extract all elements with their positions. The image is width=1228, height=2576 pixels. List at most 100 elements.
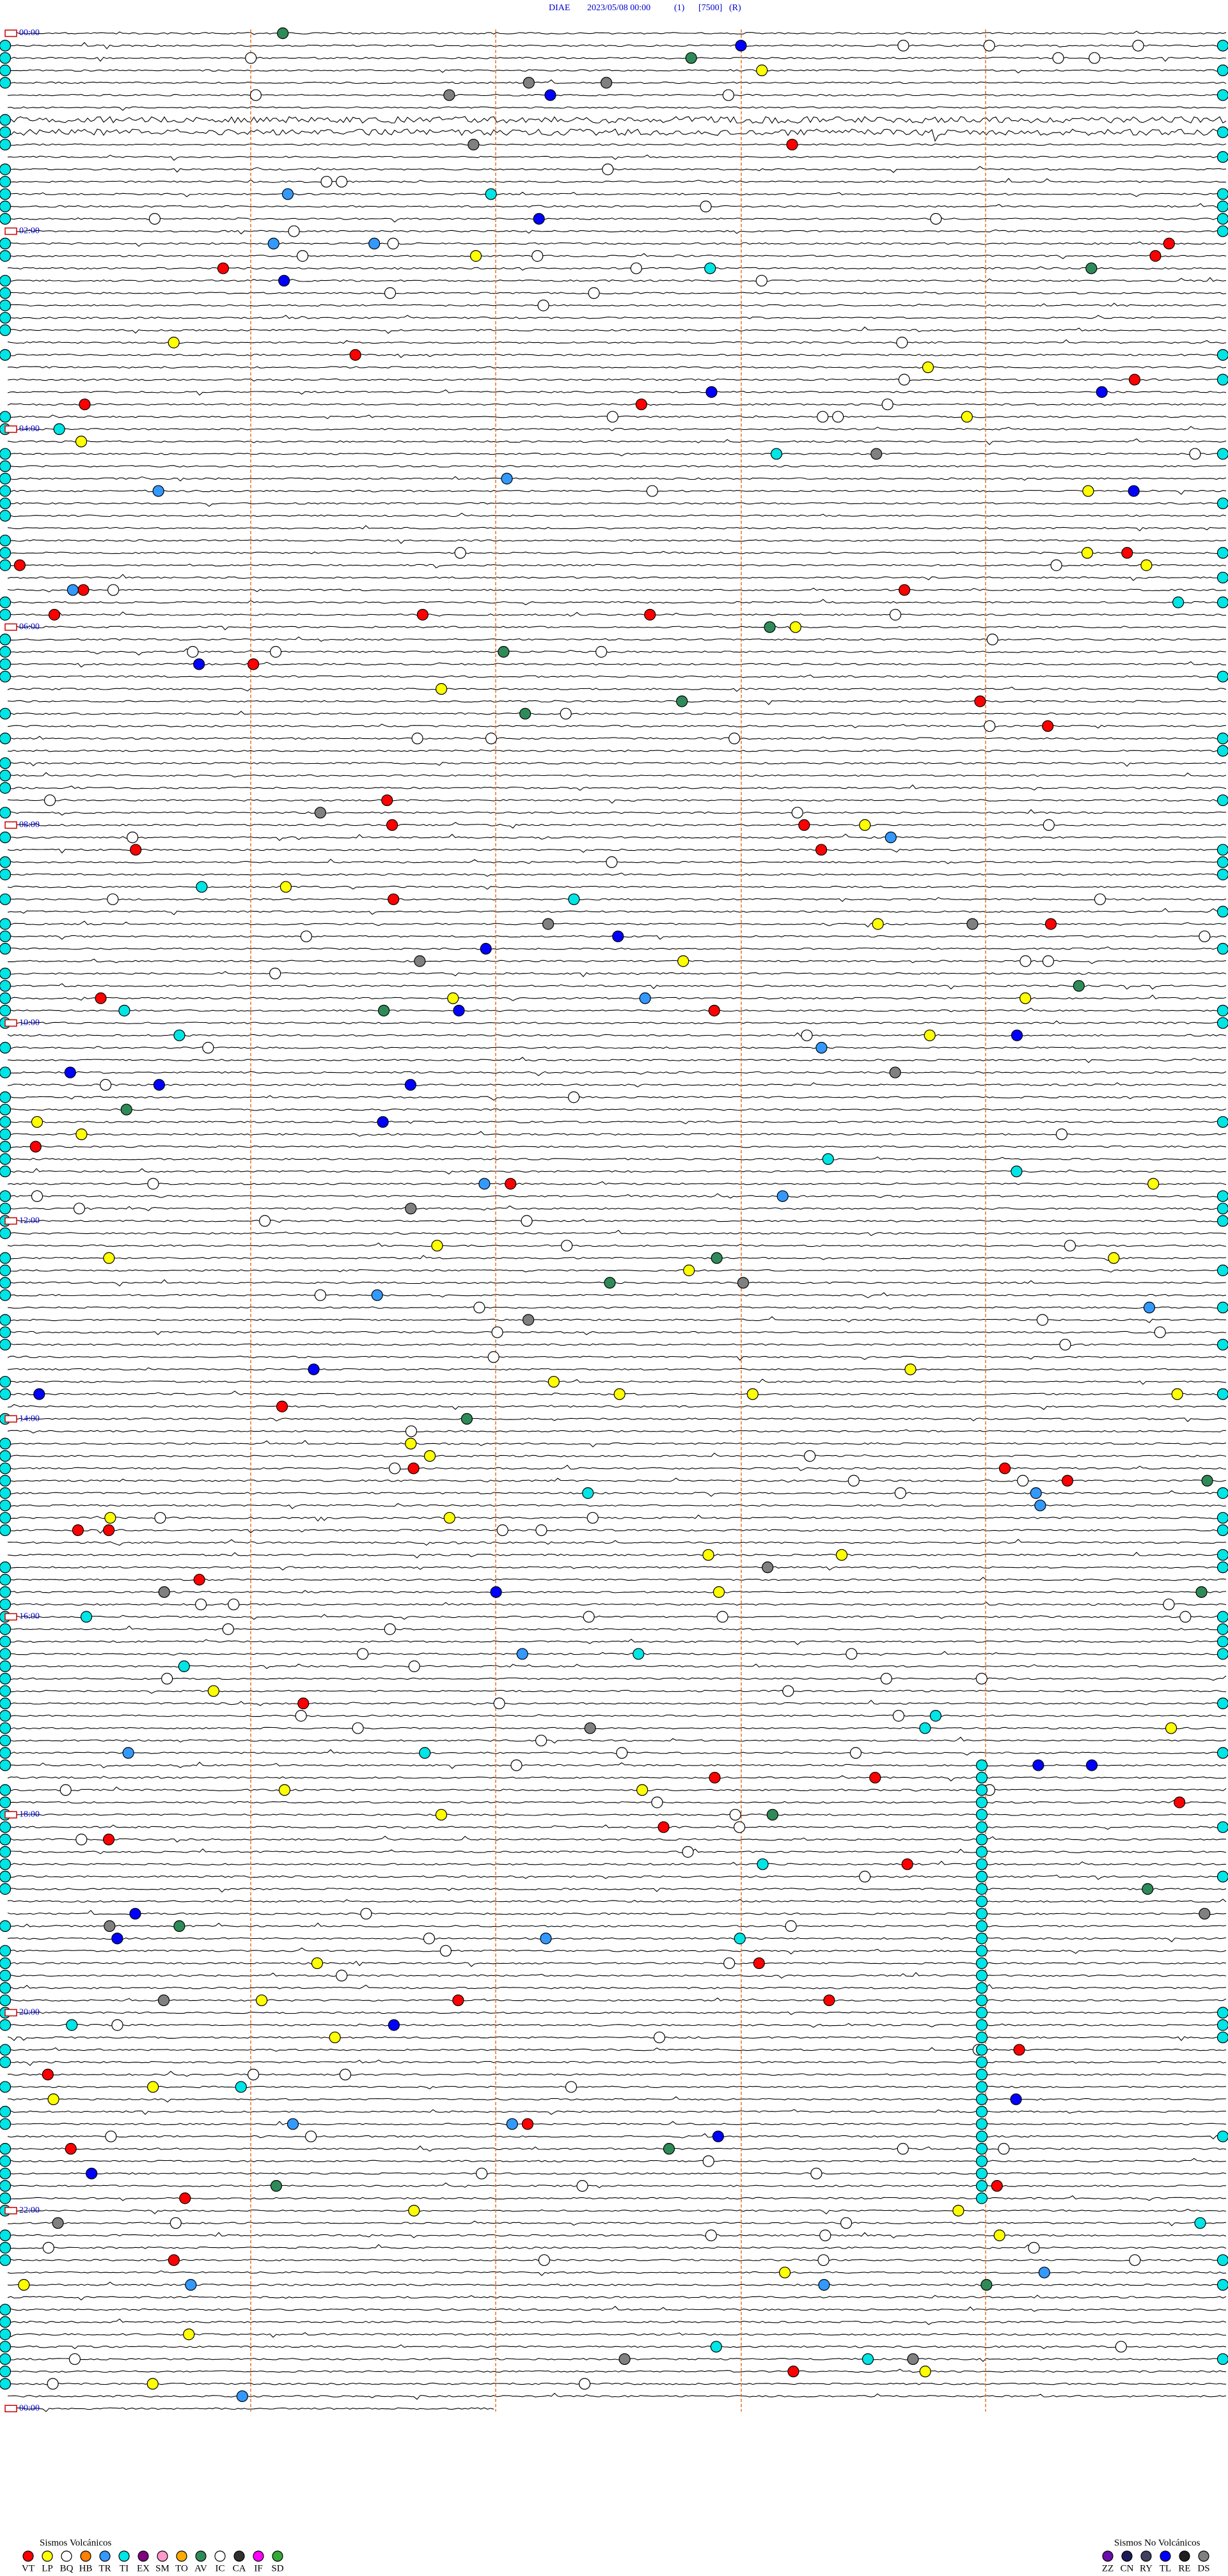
trace	[7, 1205, 1227, 1212]
hour-marker	[4, 2009, 17, 2017]
legend-swatch	[195, 2550, 207, 2562]
event	[269, 645, 282, 658]
hour-marker	[4, 29, 17, 37]
event	[0, 1970, 12, 1982]
event	[59, 1784, 72, 1796]
trace	[7, 31, 1227, 35]
event	[371, 1289, 383, 1301]
event	[975, 1845, 988, 1858]
event	[711, 1252, 723, 1264]
event	[480, 943, 492, 955]
event	[0, 967, 12, 979]
event	[522, 1314, 535, 1326]
event	[896, 336, 908, 349]
trace	[7, 56, 1227, 62]
event	[535, 1734, 547, 1747]
trace	[7, 1367, 1227, 1371]
event	[179, 2192, 191, 2204]
event	[0, 1066, 12, 1079]
event	[1094, 893, 1106, 905]
event	[0, 1524, 12, 1537]
legend-swatch	[80, 2550, 91, 2562]
event	[485, 188, 497, 200]
event	[897, 40, 909, 52]
trace	[7, 1082, 1227, 1087]
event	[207, 1685, 219, 1697]
event	[1019, 992, 1032, 1004]
hour-label: 00:00	[19, 28, 40, 38]
event	[357, 1648, 369, 1660]
trace	[7, 378, 1227, 382]
event	[975, 2044, 988, 2056]
trace	[7, 366, 1227, 369]
trace	[7, 1947, 1227, 1955]
event	[1216, 906, 1228, 918]
event	[0, 411, 12, 423]
event	[975, 1771, 988, 1784]
event	[764, 621, 776, 633]
event	[31, 1116, 43, 1128]
legend-code: VT	[22, 2563, 35, 2573]
trace	[7, 2085, 1227, 2090]
event	[644, 608, 656, 621]
trace	[7, 1638, 1227, 1645]
event	[0, 1747, 12, 1759]
event	[1216, 1264, 1228, 1277]
event	[880, 1673, 892, 1685]
event	[384, 287, 397, 299]
event	[0, 1845, 12, 1858]
event	[452, 1994, 464, 2007]
event	[407, 1462, 420, 1474]
hour-marker	[4, 1217, 17, 1225]
event	[521, 2118, 534, 2130]
event	[0, 1326, 12, 1338]
event	[152, 485, 164, 497]
event	[818, 2279, 830, 2291]
event	[975, 1870, 988, 1883]
legend-swatch	[1121, 2550, 1133, 2562]
event	[329, 2031, 341, 2044]
trace	[7, 897, 1227, 902]
event	[1195, 1586, 1208, 1598]
event	[606, 411, 618, 423]
trace	[7, 2305, 1227, 2312]
event	[193, 1574, 205, 1586]
legend-code: AV	[194, 2563, 207, 2573]
trace	[7, 539, 1227, 544]
event	[0, 1920, 12, 1932]
event	[0, 1586, 12, 1598]
event	[1042, 955, 1055, 967]
event	[104, 1920, 116, 1932]
event	[0, 782, 12, 794]
event	[1216, 856, 1228, 868]
legend-swatch	[272, 2550, 283, 2562]
event	[521, 1215, 533, 1227]
event	[0, 497, 12, 510]
event	[0, 1512, 12, 1524]
trace	[7, 1514, 1227, 1522]
event	[258, 1215, 271, 1227]
event	[922, 361, 934, 374]
trace	[7, 1937, 1227, 1943]
event	[73, 1203, 86, 1215]
event	[815, 844, 828, 856]
event	[320, 175, 333, 188]
trace	[7, 1700, 1227, 1706]
event	[423, 1932, 436, 1945]
event	[157, 1994, 170, 2007]
event	[766, 1808, 778, 1821]
event	[1216, 1203, 1228, 1215]
event	[0, 1166, 12, 1178]
event	[1216, 1524, 1228, 1537]
event	[753, 1957, 765, 1970]
event	[835, 1549, 848, 1561]
event	[1019, 955, 1032, 967]
trace	[7, 848, 1227, 854]
event	[975, 2093, 988, 2105]
event	[1081, 547, 1094, 559]
event	[1061, 1474, 1074, 1487]
event	[975, 1673, 988, 1685]
event	[1085, 262, 1098, 274]
trace	[7, 1874, 1227, 1880]
